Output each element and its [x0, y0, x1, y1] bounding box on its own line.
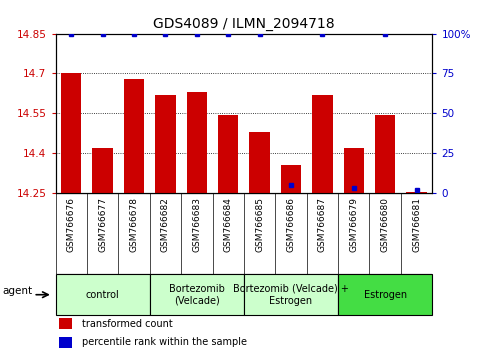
- Bar: [61, 74, 82, 193]
- Bar: [375, 115, 396, 193]
- Text: percentile rank within the sample: percentile rank within the sample: [82, 337, 247, 347]
- Bar: [249, 132, 270, 193]
- Text: GSM766684: GSM766684: [224, 197, 233, 252]
- Text: GSM766686: GSM766686: [286, 197, 296, 252]
- Bar: [244, 274, 338, 315]
- Text: GSM766683: GSM766683: [192, 197, 201, 252]
- Bar: [155, 95, 176, 193]
- Text: GSM766676: GSM766676: [67, 197, 76, 252]
- Bar: [338, 274, 432, 315]
- Bar: [56, 274, 150, 315]
- Bar: [406, 192, 427, 193]
- Text: GSM766687: GSM766687: [318, 197, 327, 252]
- Text: Bortezomib
(Velcade): Bortezomib (Velcade): [169, 284, 225, 306]
- Text: control: control: [86, 290, 119, 300]
- Bar: [343, 148, 364, 193]
- Text: GSM766681: GSM766681: [412, 197, 421, 252]
- Bar: [150, 274, 244, 315]
- Bar: [124, 79, 144, 193]
- Bar: [281, 165, 301, 193]
- Text: Estrogen: Estrogen: [364, 290, 407, 300]
- Bar: [59, 318, 72, 329]
- Title: GDS4089 / ILMN_2094718: GDS4089 / ILMN_2094718: [153, 17, 335, 31]
- Text: transformed count: transformed count: [82, 319, 172, 329]
- Bar: [218, 115, 239, 193]
- Bar: [92, 148, 113, 193]
- Text: agent: agent: [3, 286, 33, 296]
- Text: GSM766682: GSM766682: [161, 197, 170, 252]
- Text: GSM766685: GSM766685: [255, 197, 264, 252]
- Text: GSM766677: GSM766677: [98, 197, 107, 252]
- Text: GSM766679: GSM766679: [349, 197, 358, 252]
- Bar: [312, 95, 333, 193]
- Text: Bortezomib (Velcade) +
Estrogen: Bortezomib (Velcade) + Estrogen: [233, 284, 349, 306]
- Text: GSM766678: GSM766678: [129, 197, 139, 252]
- Bar: [186, 92, 207, 193]
- Text: GSM766680: GSM766680: [381, 197, 390, 252]
- Bar: [59, 337, 72, 348]
